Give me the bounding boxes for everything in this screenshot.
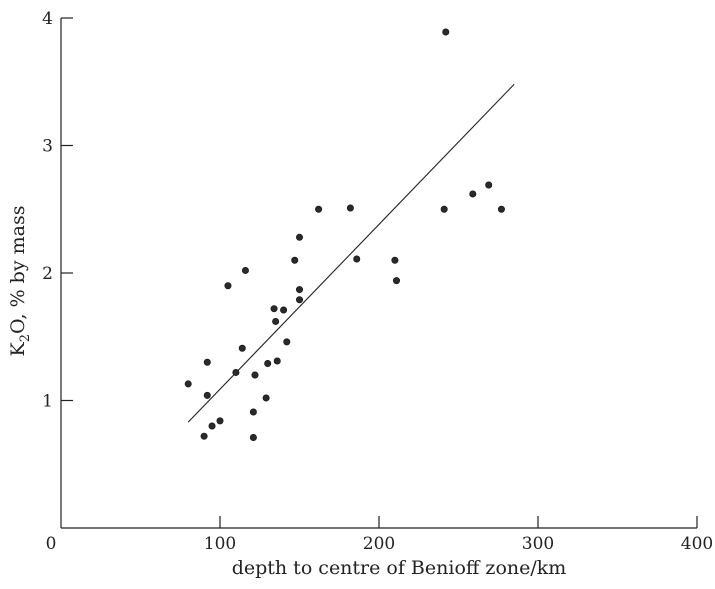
data-point-17 [272,317,280,325]
data-point-32 [469,190,477,198]
data-point-23 [295,286,303,294]
data-point-19 [280,306,288,314]
data-point-27 [353,255,361,263]
y-axis-label-rest: O, % by mass [7,206,29,334]
y-tick-label-1: 1 [42,392,53,412]
x-axis-label: depth to centre of Benioff zone/km [232,557,567,579]
x-tick-label-400: 400 [681,534,713,554]
y-axis-label-main: K [7,341,29,356]
data-point-10 [241,266,249,274]
data-point-25 [315,205,323,213]
ticks [61,17,698,528]
data-point-12 [249,433,257,441]
data-point-24 [295,296,303,304]
data-point-30 [440,205,448,213]
trend-line [187,83,515,423]
y-axis-label-subscript: 2 [18,334,33,342]
data-point-34 [497,205,505,213]
data-point-26 [346,204,354,212]
x-tick-label-200: 200 [363,534,395,554]
axes [60,18,697,529]
x-tick-label-100: 100 [204,534,236,554]
data-point-4 [203,358,211,366]
data-points [184,28,505,441]
data-point-6 [216,417,224,425]
x-tick-label-0: 0 [46,534,57,554]
data-point-20 [283,338,291,346]
data-point-9 [238,344,246,352]
y-tick-label-2: 2 [42,264,53,284]
data-point-14 [262,394,270,402]
data-point-2 [200,432,208,440]
data-point-22 [295,233,303,241]
data-point-15 [264,360,272,368]
data-point-5 [208,422,216,430]
data-point-18 [273,357,281,365]
data-point-7 [224,282,232,290]
data-point-33 [485,181,493,189]
data-point-29 [392,277,400,285]
y-tick-label-4: 4 [42,9,53,29]
y-axis-label: K2O, % by mass [7,206,33,357]
data-point-8 [232,368,240,376]
data-point-11 [249,408,257,416]
x-tick-label-300: 300 [522,534,554,554]
data-point-21 [291,256,299,264]
data-point-13 [251,371,259,379]
tick-labels: 0 100 200 300 400 1 2 3 4 [42,9,713,554]
data-point-3 [203,391,211,399]
y-tick-label-3: 3 [42,137,53,157]
data-point-28 [391,256,399,264]
data-point-31 [442,28,450,36]
data-point-16 [270,305,278,313]
data-point-1 [184,380,192,388]
